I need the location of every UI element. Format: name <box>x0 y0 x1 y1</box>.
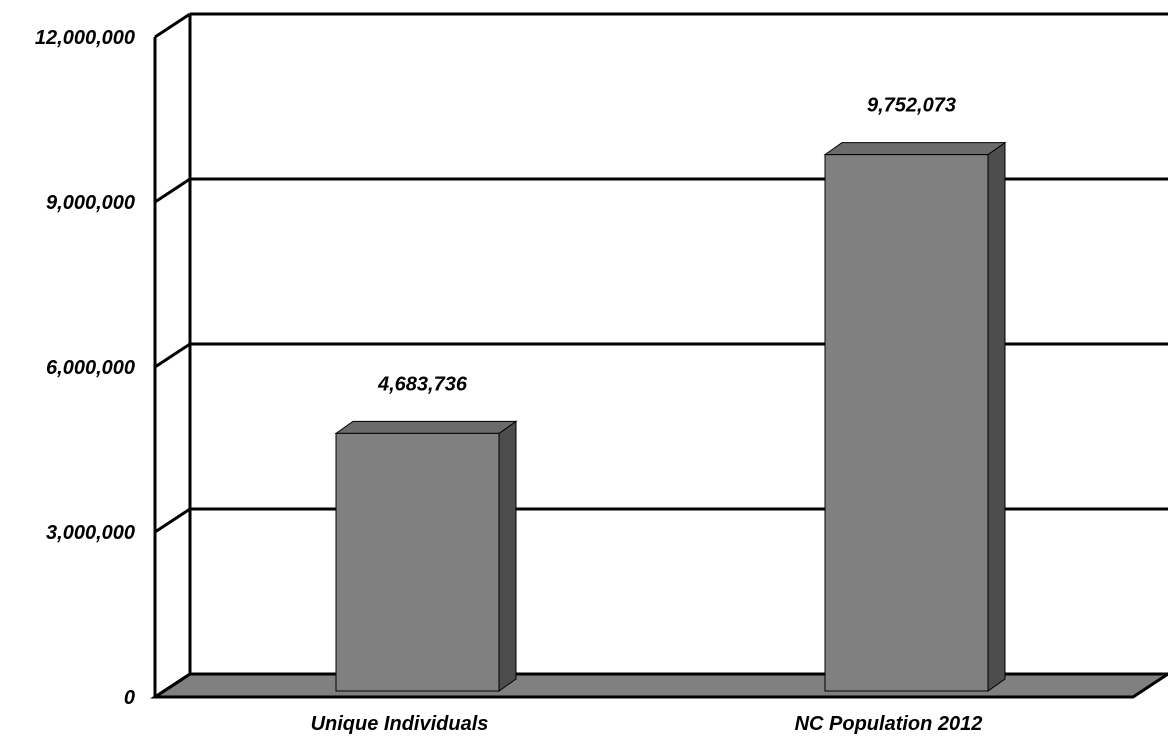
x-tick-label: Unique Individuals <box>311 713 489 735</box>
bar-top <box>823 142 1007 156</box>
y-tick-label: 6,000,000 <box>46 357 135 379</box>
bar-side <box>987 141 1006 692</box>
y-axis-tick <box>154 177 191 204</box>
data-label: 4,683,736 <box>377 373 468 395</box>
y-tick-label: 3,000,000 <box>46 522 135 544</box>
y-axis-tick <box>154 342 191 369</box>
bar-side <box>498 420 517 692</box>
chart-floor <box>149 672 1168 699</box>
bar <box>824 154 989 692</box>
y-tick-label: 9,000,000 <box>46 192 135 214</box>
bar-top <box>334 420 518 434</box>
bar <box>335 432 500 692</box>
data-label: 9,752,073 <box>867 95 956 117</box>
y-axis-tick <box>154 672 191 699</box>
x-tick-label: NC Population 2012 <box>795 713 983 735</box>
y-axis-tick <box>154 507 191 534</box>
y-tick-label: 0 <box>124 687 135 709</box>
y-axis-tick <box>154 12 191 39</box>
y-tick-label: 12,000,000 <box>35 27 135 49</box>
